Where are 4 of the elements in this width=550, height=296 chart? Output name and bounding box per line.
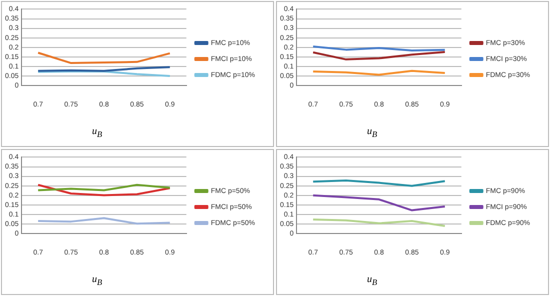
x-axis-title: u$_{B}$ (90, 126, 104, 139)
x-axis-title: u$_{B}$ (366, 126, 378, 139)
x-axis-title: u$_{B}$ (90, 274, 104, 287)
x-axis-title: u$_{B}$ (366, 274, 378, 287)
